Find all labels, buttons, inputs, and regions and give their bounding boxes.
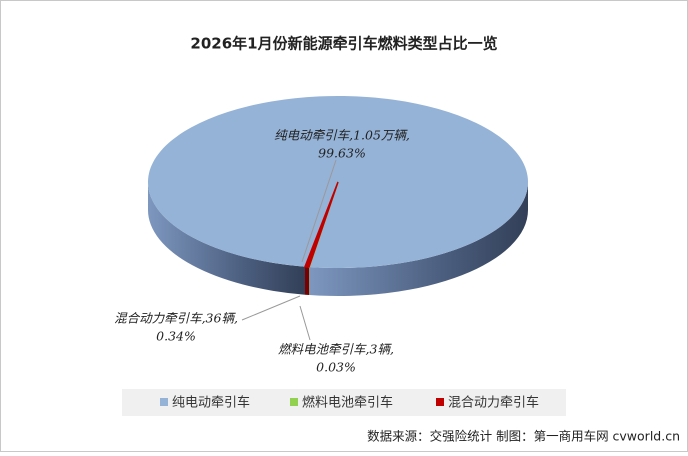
legend-label: 混合动力牵引车 bbox=[448, 395, 539, 411]
data-label: 燃料电池牵引车,3辆, bbox=[278, 342, 394, 357]
data-label: 0.34% bbox=[156, 329, 196, 344]
data-label: 99.63% bbox=[318, 146, 366, 161]
pie-side bbox=[305, 267, 309, 295]
legend-swatch bbox=[436, 398, 444, 406]
data-label: 纯电动牵引车,1.05万辆, bbox=[274, 128, 410, 143]
legend-label: 纯电动牵引车 bbox=[172, 395, 250, 411]
legend-swatch bbox=[290, 398, 298, 406]
source: 数据来源：交强险统计 制图：第一商用车网 cvworld.cn bbox=[367, 429, 680, 444]
data-label: 0.03% bbox=[316, 360, 356, 375]
legend-label: 燃料电池牵引车 bbox=[302, 395, 393, 411]
chart-title: 2026年1月份新能源牵引车燃料类型占比一览 bbox=[190, 35, 497, 53]
pie bbox=[148, 96, 528, 296]
legend-swatch bbox=[160, 398, 168, 406]
data-label: 混合动力牵引车,36辆, bbox=[114, 311, 238, 326]
